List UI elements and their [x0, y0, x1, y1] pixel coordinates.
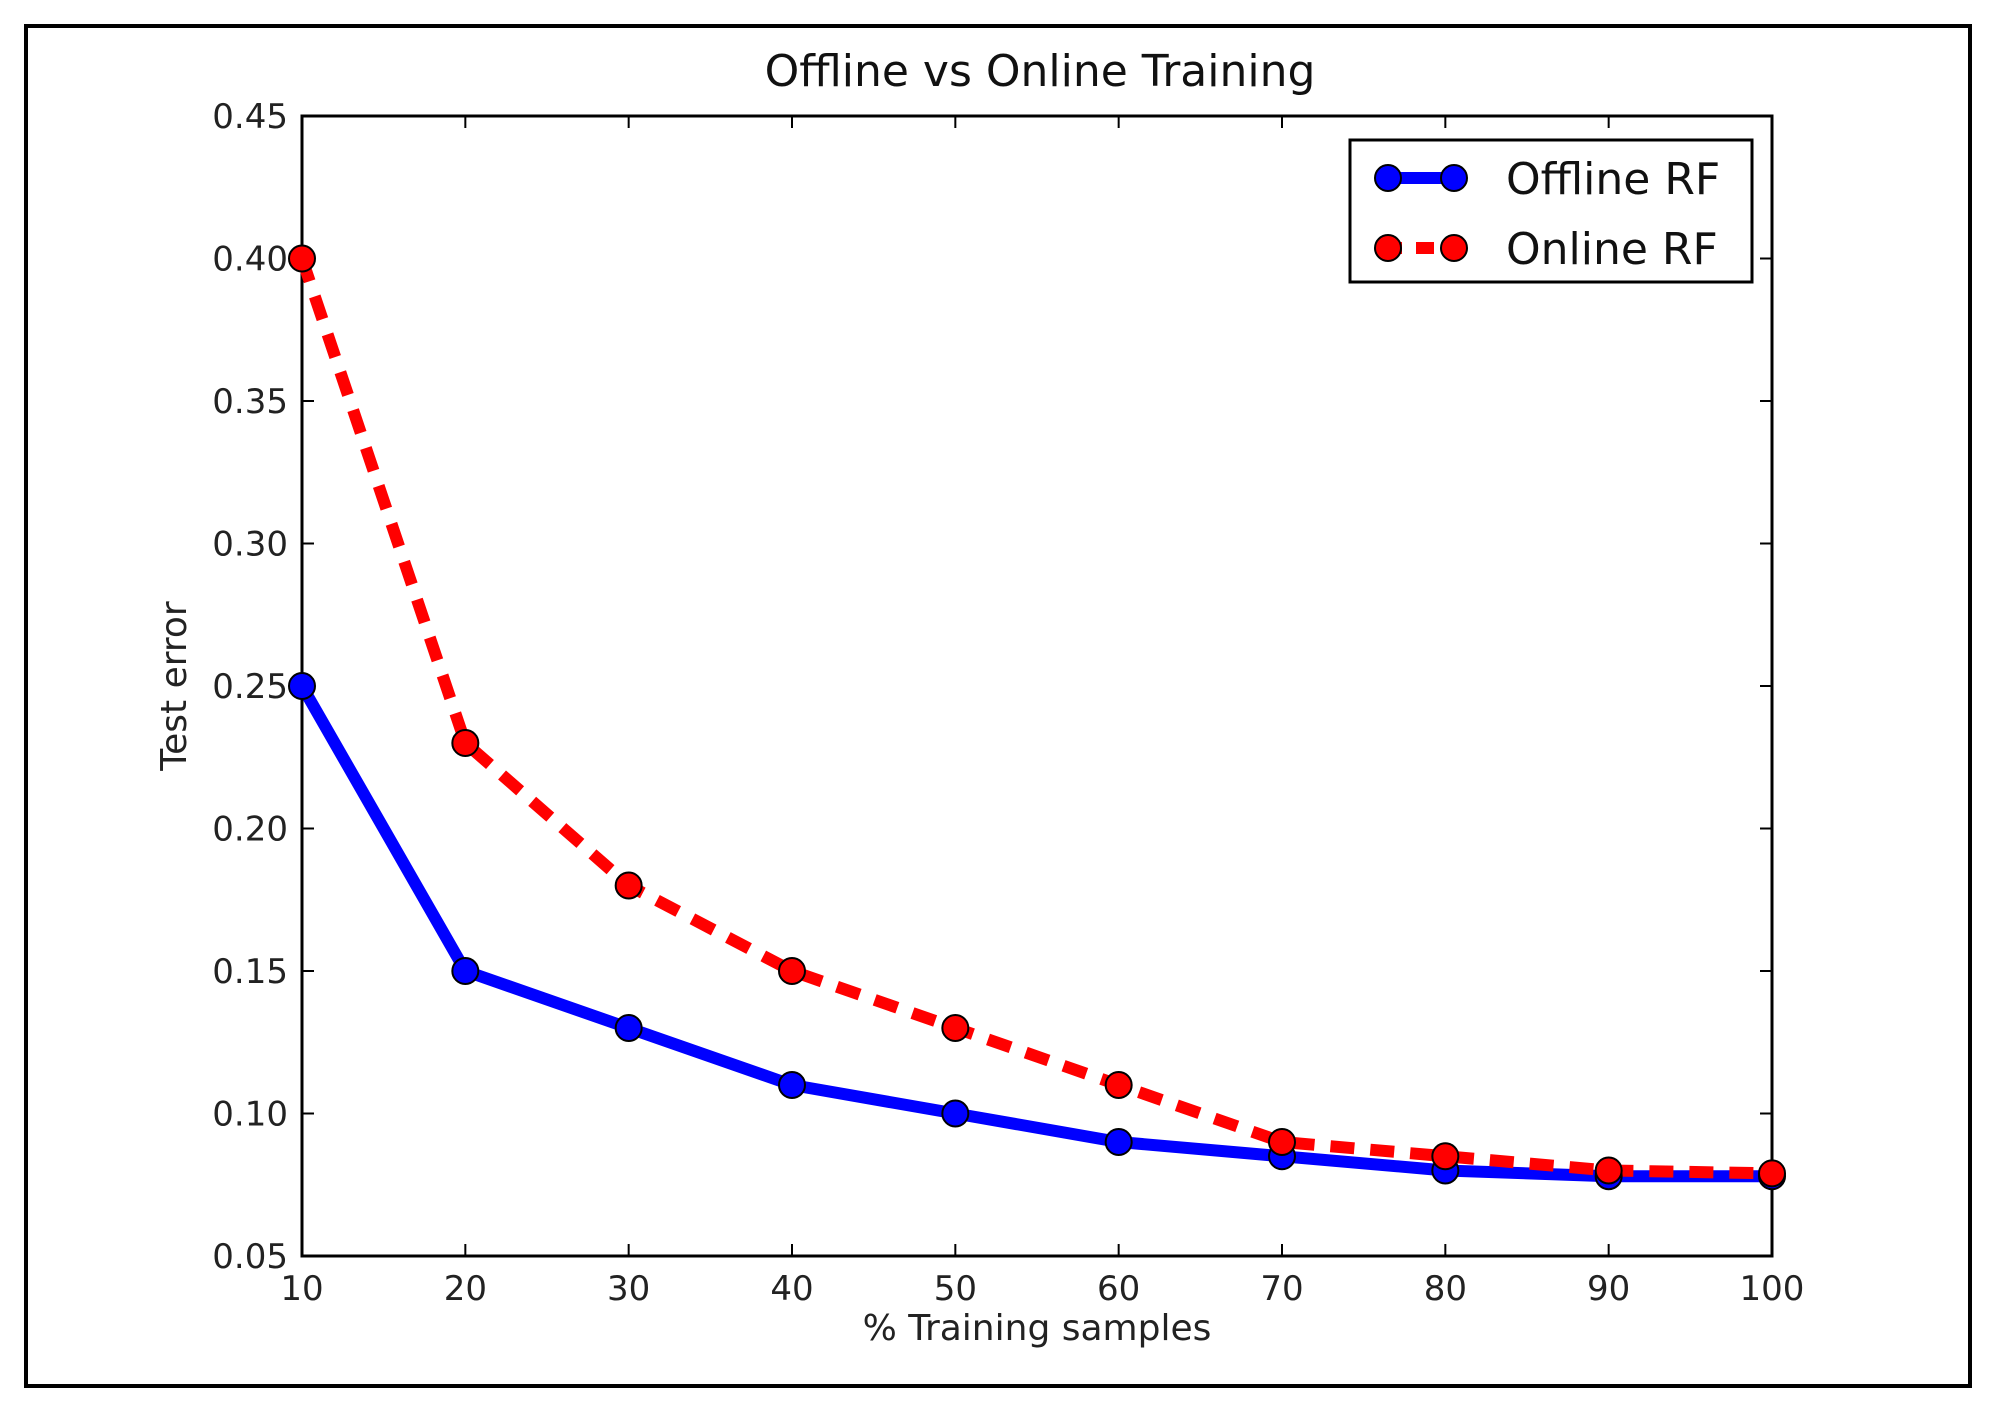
plot-area: [300, 114, 1774, 1258]
x-tick-label: 60: [1097, 1269, 1140, 1309]
data-point-offline-rf: [1104, 1128, 1133, 1156]
y-tick-label: 0.35: [212, 382, 288, 422]
y-tick-label: 0.20: [212, 810, 288, 850]
data-point-online-rf: [1431, 1142, 1460, 1171]
data-point-offline-rf: [288, 672, 316, 700]
data-point-online-rf: [1758, 1159, 1786, 1188]
axis-ticks: 10 20 30 40 50 60 70 80 90 100 0.05 0.10 0.15 0.20 0.2…: [212, 97, 1804, 1309]
data-point-offline-rf: [614, 1014, 643, 1042]
legend-marker-online-rf: [1374, 234, 1402, 262]
y-tick-label: 0.45: [212, 97, 288, 137]
legend-label-offline-rf: Offline RF: [1506, 154, 1720, 205]
x-tick-label: 70: [1260, 1269, 1303, 1309]
x-tick-label: 90: [1587, 1269, 1630, 1309]
data-point-online-rf: [778, 957, 806, 985]
data-point-online-rf: [1594, 1156, 1623, 1185]
legend: Offline RF Online RF: [1348, 138, 1754, 284]
legend-box: [1348, 138, 1754, 284]
chart-title: Offline vs Online Training: [765, 46, 1316, 97]
series-line-offline-rf: [296, 683, 1772, 1183]
x-tick-label: 10: [280, 1269, 323, 1309]
data-point-online-rf: [941, 1014, 970, 1042]
y-tick-label: 0.15: [212, 952, 288, 992]
data-point-online-rf: [288, 244, 316, 273]
data-point-online-rf: [1268, 1128, 1296, 1156]
data-point-online-rf: [451, 729, 480, 757]
x-tick-label: 100: [1740, 1269, 1805, 1309]
data-point-online-rf: [614, 871, 643, 900]
legend-marker-offline-rf: [1374, 164, 1402, 192]
series-layer: [296, 256, 1773, 1183]
legend-marker-online-rf: [1440, 234, 1468, 262]
data-point-offline-rf: [451, 957, 480, 985]
data-point-offline-rf: [778, 1071, 806, 1099]
x-axis-title: % Training samples: [863, 1308, 1212, 1349]
x-tick-label: 20: [444, 1269, 487, 1309]
y-tick-label: 0.05: [212, 1237, 288, 1277]
y-tick-label: 0.25: [212, 667, 288, 707]
x-tick-label: 50: [934, 1269, 977, 1309]
y-tick-label: 0.10: [212, 1095, 288, 1135]
y-tick-label: 0.30: [212, 525, 288, 565]
x-tick-label: 40: [770, 1269, 813, 1309]
y-tick-label: 0.40: [212, 240, 288, 280]
x-tick-label: 80: [1424, 1269, 1467, 1309]
markers-layer: [288, 244, 1786, 1191]
legend-label-online-rf: Online RF: [1506, 224, 1718, 275]
series-line-online-rf: [296, 256, 1773, 1180]
y-axis-title: Test error: [154, 601, 195, 772]
legend-marker-offline-rf: [1440, 164, 1468, 192]
data-point-online-rf: [1104, 1071, 1133, 1099]
data-point-offline-rf: [941, 1099, 970, 1128]
x-tick-label: 30: [607, 1269, 650, 1309]
